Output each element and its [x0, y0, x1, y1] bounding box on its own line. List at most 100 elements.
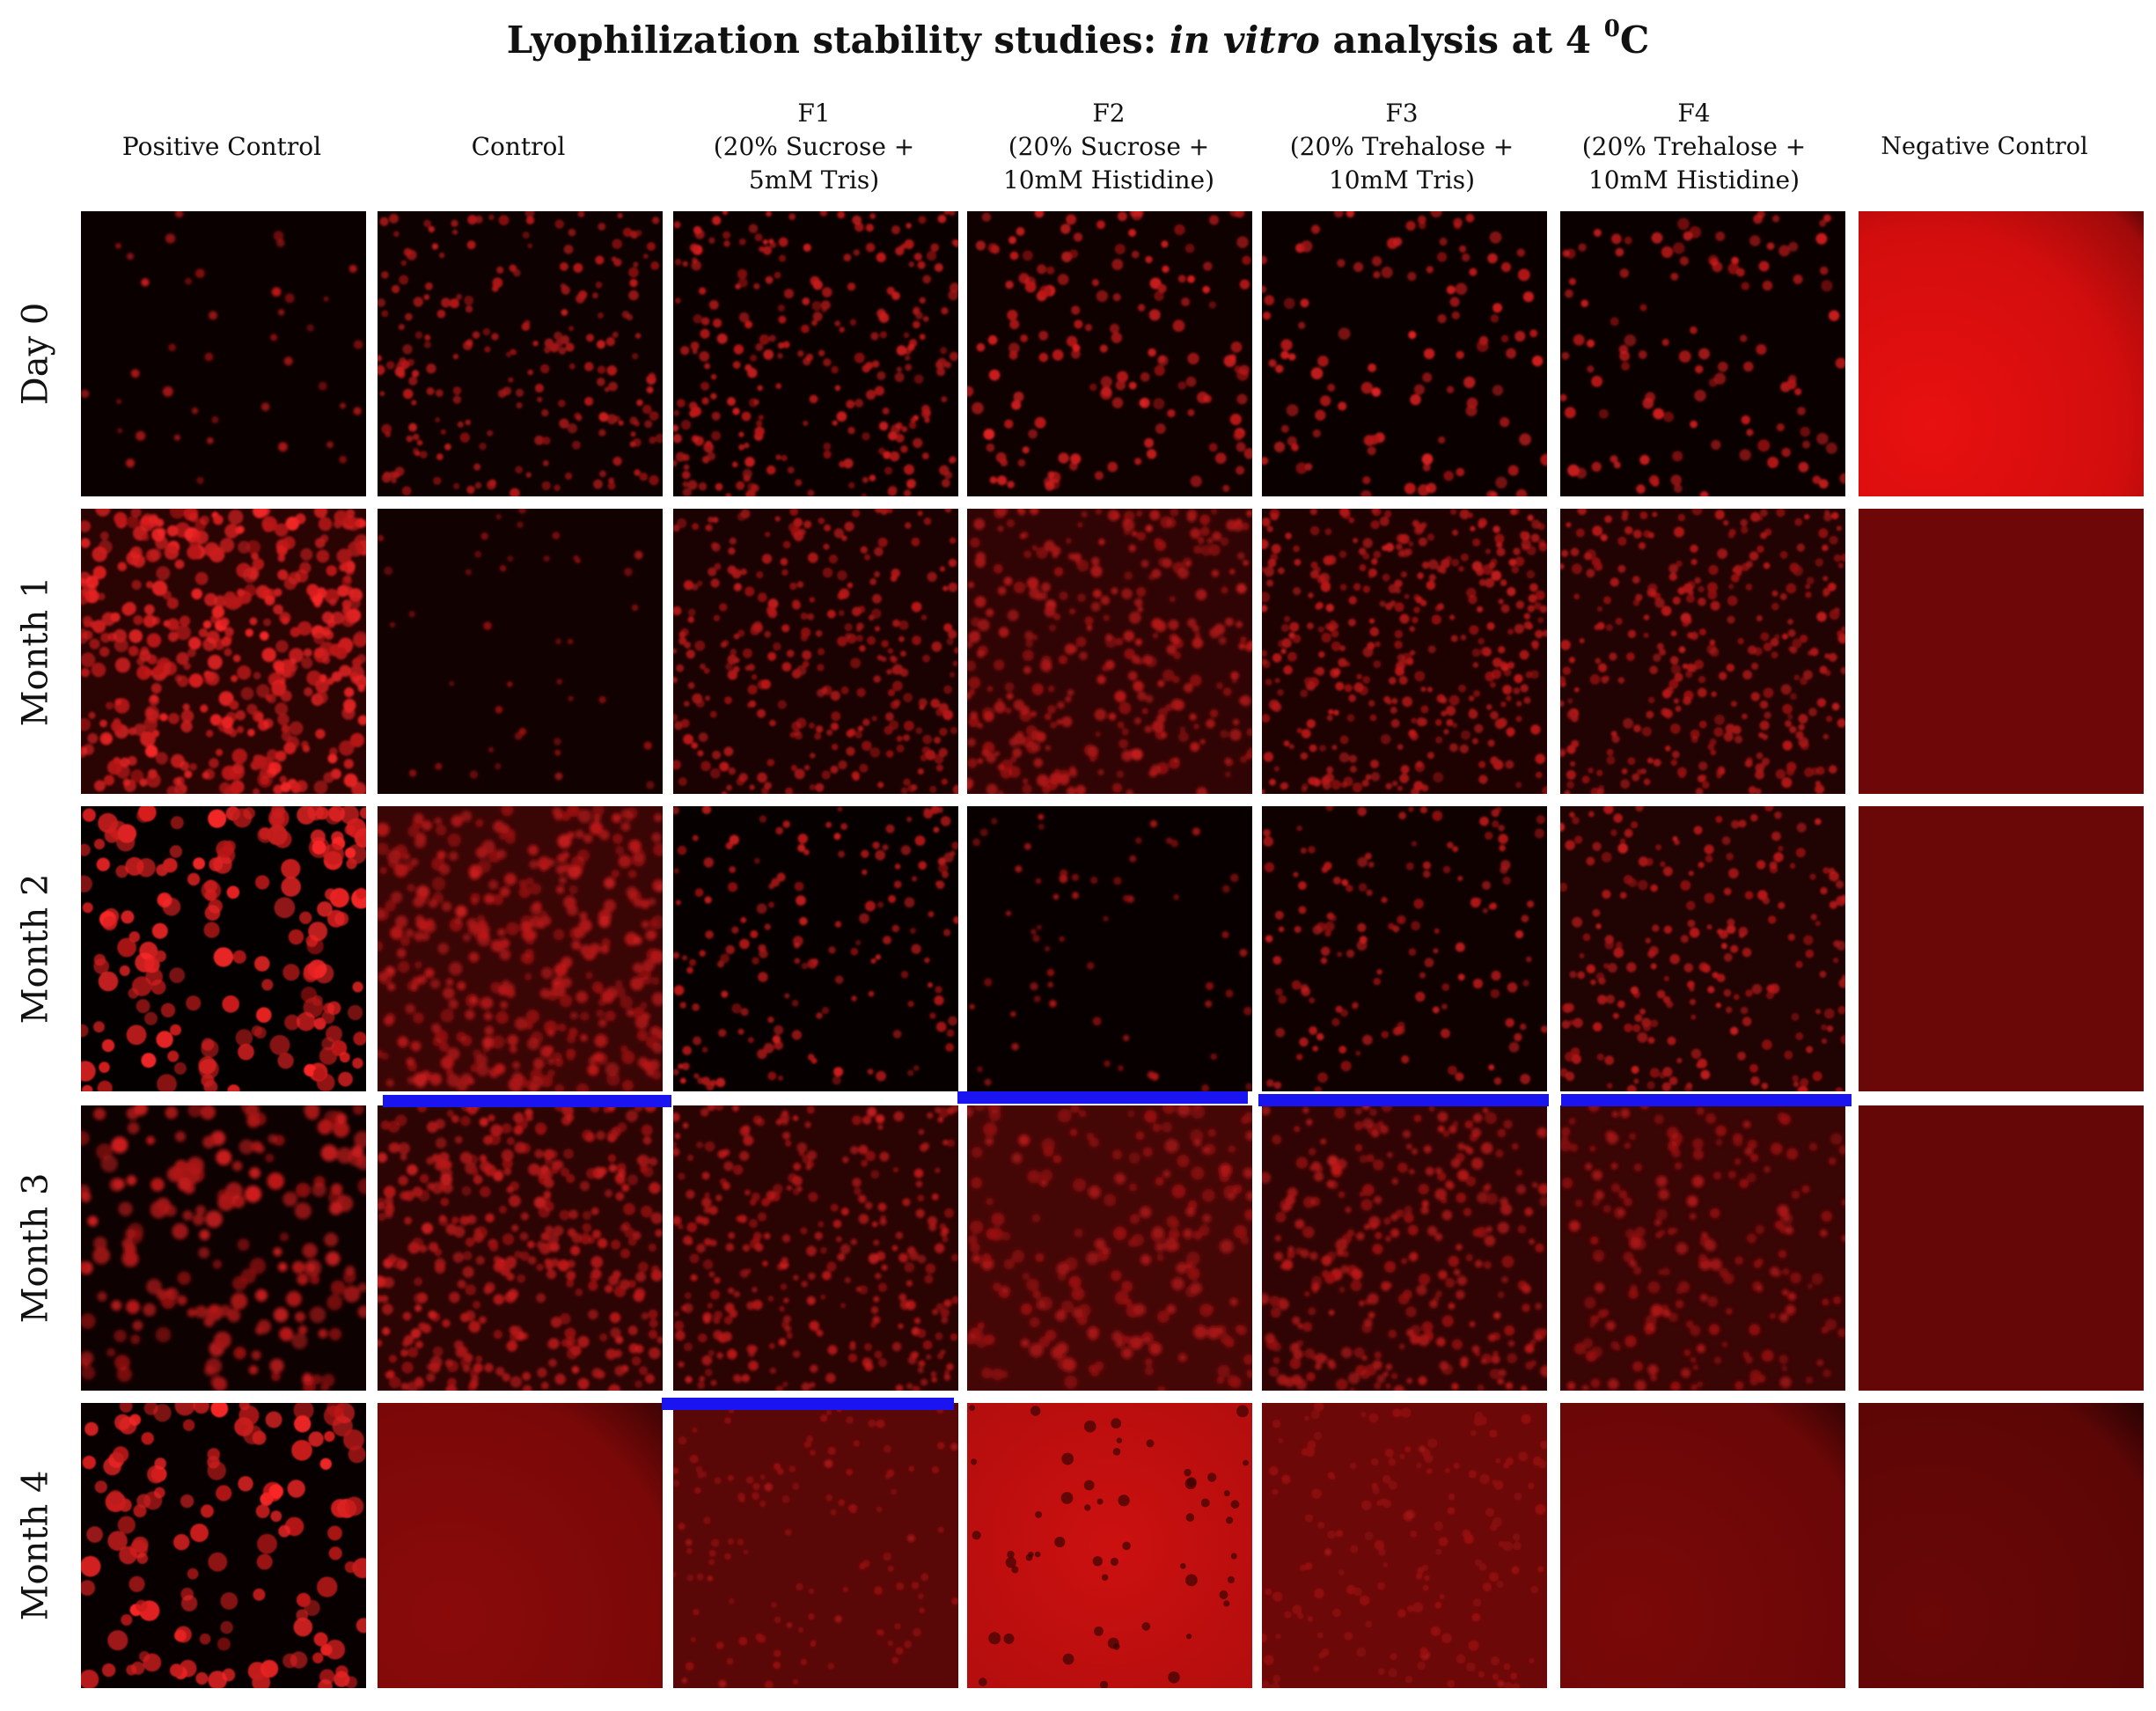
cell-dot [1025, 639, 1034, 648]
cell-dot [701, 1076, 711, 1086]
cell-dot [850, 1238, 858, 1245]
cell-dot [680, 718, 690, 728]
cell-dot [1173, 894, 1180, 900]
cell-dot [277, 554, 286, 562]
cell-dot [636, 1030, 649, 1041]
cell-dot [853, 249, 860, 256]
cell-dot [1694, 576, 1701, 584]
cell-dot [1570, 547, 1580, 556]
cell-dot [769, 241, 777, 248]
cell-dot [141, 278, 150, 287]
cell-dot [488, 746, 495, 753]
cell-dot [1162, 558, 1172, 569]
cell-dot [903, 734, 911, 742]
cell-dot [865, 242, 876, 253]
cell-dot [1560, 882, 1568, 892]
cell-dot [326, 565, 337, 576]
cell-dot [1009, 319, 1020, 330]
cell-dot [1050, 722, 1057, 729]
cell-dot [1155, 539, 1167, 552]
cell-dot [1394, 579, 1403, 588]
cell-dot [947, 629, 957, 639]
cell-dot [99, 719, 107, 728]
cell-dot [1170, 509, 1179, 517]
cell-dot [1637, 879, 1648, 891]
cell-dot [534, 1122, 547, 1135]
cell-dot [693, 314, 703, 324]
cell-dot [833, 528, 844, 539]
cell-dot [1605, 995, 1615, 1004]
cell-dot [636, 399, 643, 407]
cell-dot [1055, 1310, 1067, 1322]
cell-dot [600, 944, 610, 954]
cell-dot [93, 1237, 107, 1251]
cell-dot [612, 456, 622, 466]
cell-dot [765, 275, 774, 284]
cell-dot [1750, 662, 1759, 671]
cell-dot [273, 1307, 289, 1323]
cell-dot [892, 619, 900, 628]
cell-dot [702, 1316, 711, 1324]
cell-dot [136, 999, 150, 1014]
cell-dot [199, 1229, 210, 1241]
cell-dot [682, 261, 688, 267]
cell-dot [836, 411, 847, 422]
cell-dot [1045, 945, 1051, 952]
cell-dot [519, 1251, 530, 1261]
cell-dot [1383, 695, 1391, 703]
cell-dot [908, 421, 917, 430]
cell-dot [634, 1288, 646, 1299]
cell-dot [1829, 609, 1840, 621]
cell-dot [649, 1025, 663, 1039]
cell-dot [693, 1073, 700, 1079]
cell-dot [1806, 576, 1815, 584]
cell-dot [1476, 897, 1482, 904]
cell-dot [584, 396, 594, 407]
cell-dot [1422, 463, 1431, 472]
cell-dot [1306, 719, 1316, 729]
cell-dot [611, 1126, 622, 1137]
cell-dot [520, 1212, 530, 1221]
cell-dot [1026, 576, 1039, 590]
cell-dot [410, 1328, 422, 1339]
cell-dot [81, 1357, 91, 1369]
cell-dot [1104, 634, 1113, 642]
cell-dot [238, 1139, 254, 1155]
cell-dot [410, 1040, 422, 1052]
cell-dot [495, 514, 502, 520]
cell-dot [1770, 637, 1779, 647]
cell-dot [848, 1353, 858, 1362]
cell-dot [93, 1021, 105, 1033]
cell-dot [1155, 723, 1163, 732]
cell-dot [1381, 266, 1393, 278]
cell-dot [1353, 261, 1364, 273]
cell-dot [975, 1336, 987, 1348]
cell-dot [872, 360, 880, 368]
cell-dot [832, 1219, 842, 1229]
cell-dot [1348, 694, 1356, 702]
cell-dot [542, 437, 551, 445]
cell-dot [253, 509, 268, 518]
cell-dot [900, 971, 909, 979]
cell-dot [1291, 980, 1302, 990]
cell-dot [1024, 630, 1034, 641]
cell-dot [1797, 1085, 1808, 1091]
cell-dot [577, 1335, 590, 1348]
cell-dot [705, 440, 713, 448]
cell-dot [1648, 696, 1655, 704]
cell-dot [917, 510, 923, 517]
cell-dot [1426, 752, 1434, 760]
cell-dot [1704, 844, 1714, 855]
cell-dot [1107, 461, 1118, 473]
cell-dot [510, 1331, 520, 1342]
cell-dot [880, 509, 888, 515]
cell-dot [1133, 1303, 1146, 1317]
cell-dot [1443, 470, 1454, 481]
cell-dot [400, 260, 407, 267]
cell-dot [1157, 283, 1167, 293]
cell-dot [1674, 672, 1683, 682]
cell-dot [1103, 915, 1109, 922]
cell-dot [1779, 593, 1787, 600]
cell-dot [970, 711, 979, 720]
cell-dot [615, 846, 625, 856]
